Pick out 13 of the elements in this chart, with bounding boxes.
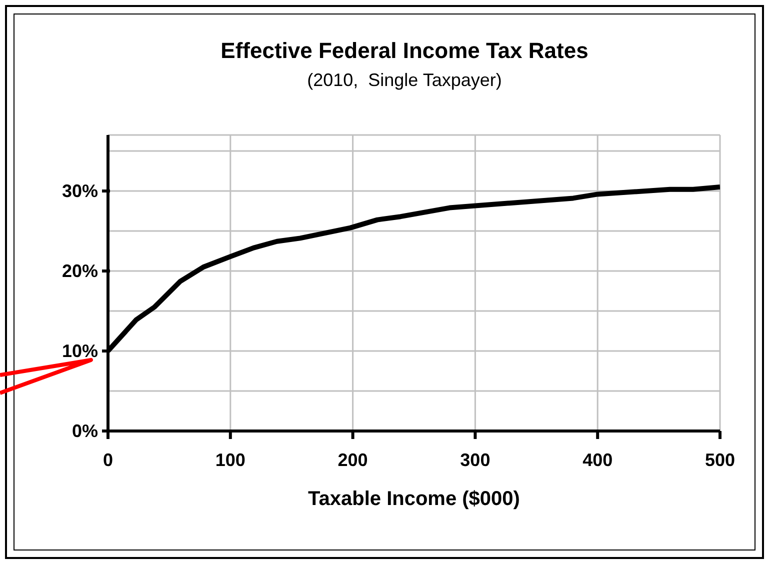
x-tick-label: 0 <box>102 450 114 470</box>
y-tick-label: 20% <box>62 261 98 281</box>
chart-title: Effective Federal Income Tax Rates <box>220 38 590 64</box>
x-tick-label: 400 <box>582 450 613 470</box>
x-tick-label: 500 <box>704 450 736 470</box>
y-tick-label: 30% <box>62 181 98 201</box>
x-tick-label: 200 <box>338 450 368 470</box>
y-tick-label: 10% <box>62 341 98 361</box>
y-tick-label: 0% <box>72 421 98 441</box>
x-tick-label: 100 <box>215 450 246 470</box>
chart-subtitle: (2010, Single Taxpayer) <box>306 70 503 91</box>
x-axis-title: Taxable Income ($000) <box>307 488 521 511</box>
x-tick-label: 300 <box>460 450 490 470</box>
